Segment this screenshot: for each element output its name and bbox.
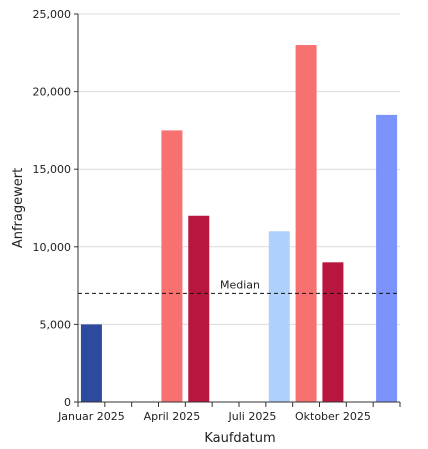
x-tick-label: Januar 2025	[57, 410, 125, 423]
y-tick-label: 0	[64, 396, 71, 409]
median-reference: Median	[78, 278, 400, 294]
x-tick-label: Juli 2025	[228, 410, 277, 423]
bars	[80, 45, 398, 402]
bar	[268, 231, 290, 402]
bar	[322, 262, 344, 402]
y-tick-label: 25,000	[33, 8, 72, 21]
axes: 0 5,000 10,000 15,000 20,000 25,000 Januar 202…	[33, 8, 401, 423]
gridlines	[78, 13, 400, 325]
bar	[295, 45, 317, 402]
x-tick-label: April 2025	[144, 410, 201, 423]
y-tick-label: 15,000	[33, 163, 72, 176]
y-tick-label: 5,000	[40, 318, 72, 331]
bar	[376, 114, 398, 402]
y-tick-label: 20,000	[33, 86, 72, 99]
y-axis-title: Anfragewert	[11, 168, 26, 248]
x-axis-title: Kaufdatum	[204, 431, 275, 446]
x-tick-label: Oktober 2025	[295, 410, 371, 423]
bar	[80, 324, 102, 402]
bar	[161, 130, 183, 402]
bar	[188, 215, 210, 402]
y-tick-label: 10,000	[33, 241, 72, 254]
median-label: Median	[220, 278, 260, 291]
